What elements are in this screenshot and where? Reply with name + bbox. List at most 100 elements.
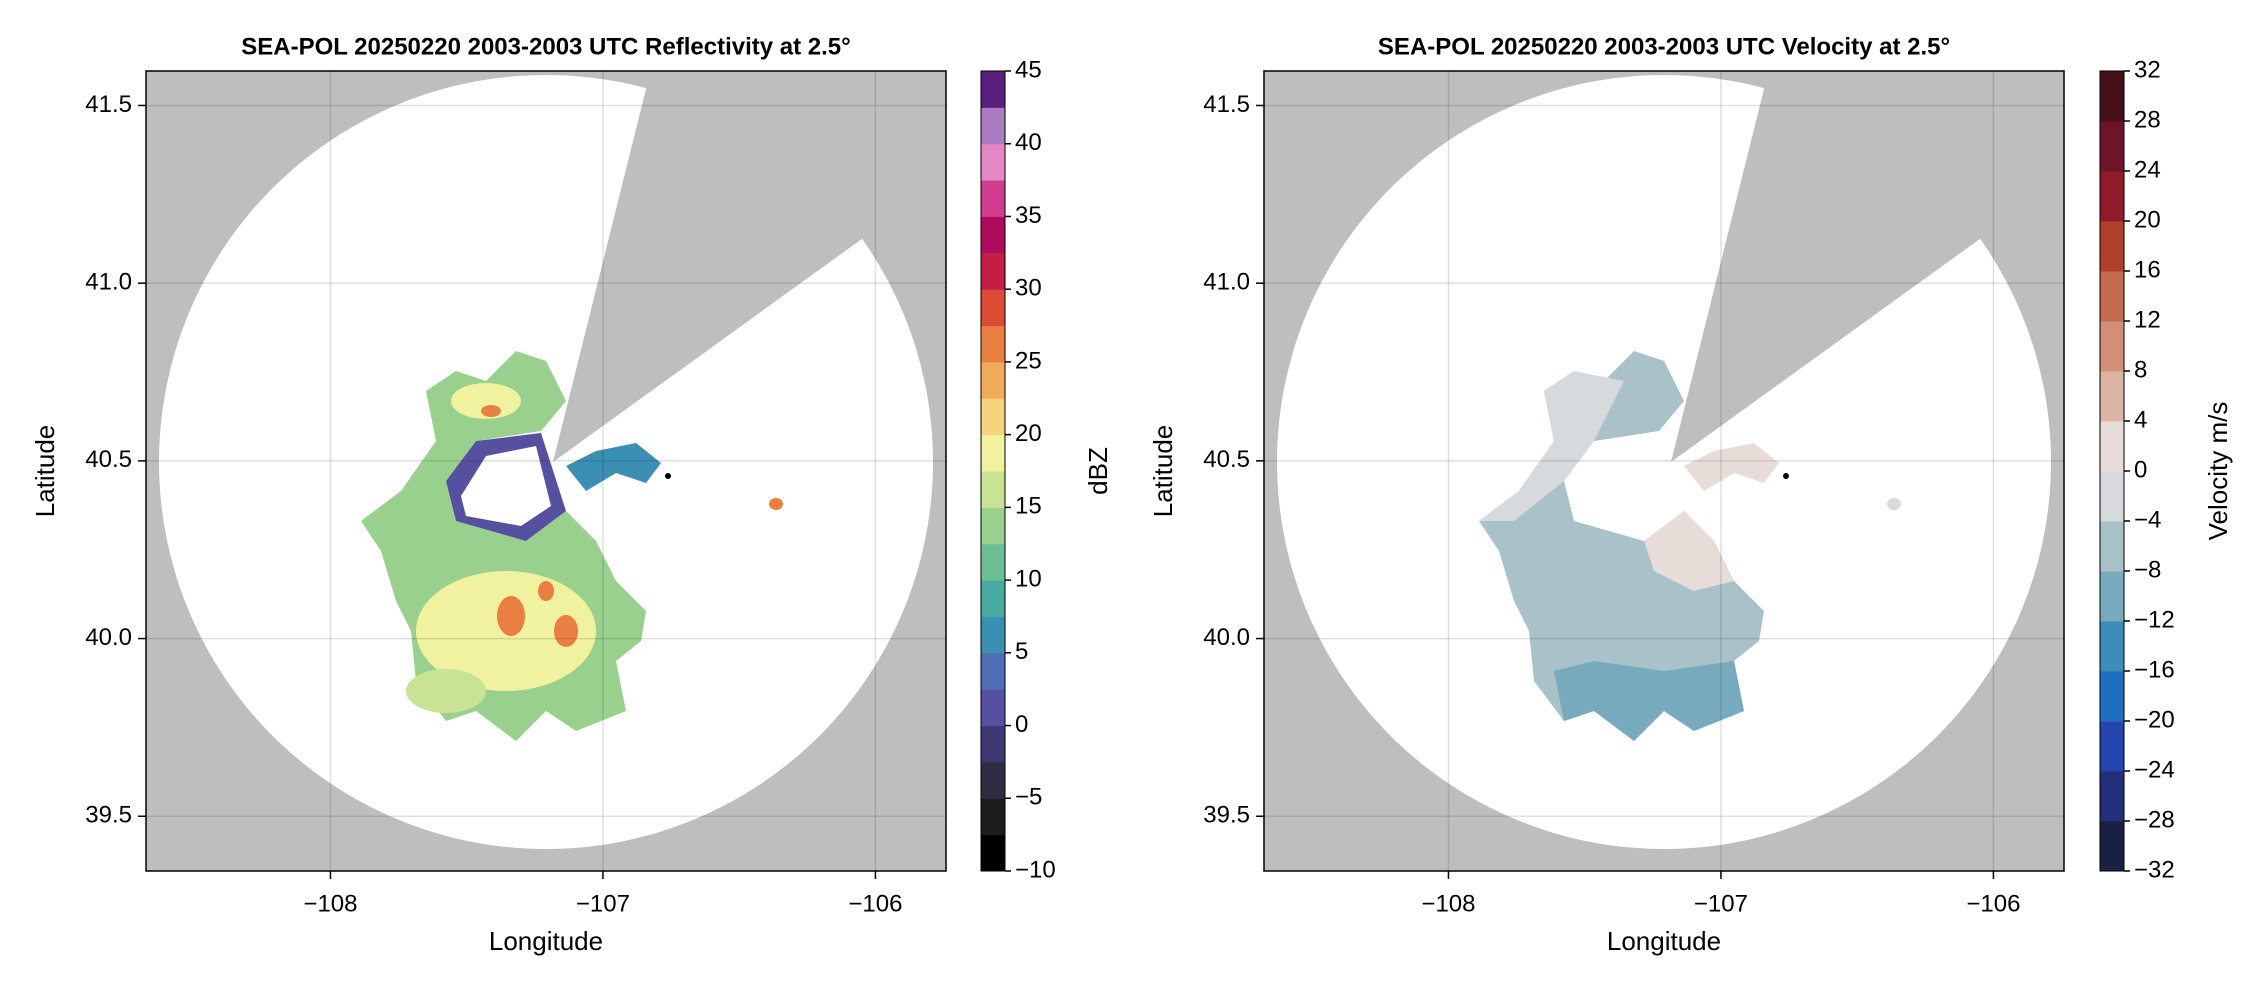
colorbar-tick-label: −8	[2134, 556, 2161, 583]
colorbar-label: dBZ	[1083, 447, 1113, 495]
y-tick-label: 39.5	[85, 802, 132, 829]
colorbar-band	[981, 216, 1005, 254]
y-tick-label: 41.5	[85, 91, 132, 118]
colorbar-tick-label: 5	[1015, 638, 1028, 665]
blocked-sector	[553, 71, 946, 462]
radar-site	[1783, 473, 1789, 479]
axes-frame	[1263, 70, 2065, 872]
colorbar-band	[981, 289, 1005, 327]
colorbar-band	[981, 798, 1005, 836]
colorbar-band	[2100, 121, 2124, 172]
colorbar-band	[2100, 171, 2124, 222]
colorbar-tick-label: −10	[1015, 856, 1056, 883]
colorbar-tick-label: 0	[2134, 456, 2147, 483]
echo	[1579, 446, 1669, 526]
colorbar-tick-label: −5	[1015, 784, 1042, 811]
colorbar-tick-label: −28	[2134, 806, 2175, 833]
colorbar-band	[981, 107, 1005, 145]
chart-title: SEA-POL 20250220 2003-2003 UTC Reflectiv…	[241, 33, 850, 60]
colorbar-tick-label: −16	[2134, 656, 2175, 683]
y-tick-label: 41.5	[1203, 91, 1250, 118]
echo	[538, 581, 554, 601]
colorbar-tick-label: 25	[1015, 347, 1042, 374]
colorbar-label: Velocity m/s	[2203, 402, 2233, 541]
y-tick-label: 40.5	[1203, 446, 1250, 473]
echo	[566, 443, 661, 491]
colorbar-tick-label: 35	[1015, 202, 1042, 229]
colorbar-band	[2100, 371, 2124, 422]
echo	[481, 405, 501, 417]
blocked-sector	[1671, 71, 2064, 462]
y-axis-label: Latitude	[1148, 425, 1178, 518]
colorbar-tick-label: −4	[2134, 506, 2161, 533]
colorbar-tick-label: 16	[2134, 256, 2161, 283]
echo	[769, 498, 783, 510]
colorbar-band	[981, 471, 1005, 508]
y-tick-label: 40.0	[85, 624, 132, 651]
colorbar-band	[981, 834, 1005, 872]
colorbar-band	[2100, 221, 2124, 272]
x-tick-label: −106	[848, 890, 902, 917]
echo	[1554, 661, 1744, 741]
colorbar-tick-label: 32	[2134, 56, 2161, 83]
chart-title: SEA-POL 20250220 2003-2003 UTC Velocity …	[1378, 33, 1950, 60]
colorbar-band	[981, 543, 1005, 581]
x-tick-label: −108	[1421, 890, 1475, 917]
colorbar-tick-label: 8	[2134, 356, 2147, 383]
x-tick-label: −108	[303, 890, 357, 917]
x-axis-label: Longitude	[1607, 926, 1721, 956]
colorbar-tick-label: −12	[2134, 606, 2175, 633]
echo	[497, 596, 525, 636]
colorbar-tick-label: −24	[2134, 756, 2175, 783]
colorbar-band	[981, 616, 1005, 654]
colorbar-frame	[980, 70, 1006, 872]
colorbar-tick-label: 24	[2134, 156, 2161, 183]
colorbar-band	[2100, 721, 2124, 772]
echo	[1479, 371, 1624, 521]
colorbar-band	[981, 252, 1005, 290]
colorbar-band	[2100, 671, 2124, 722]
map-area	[146, 71, 946, 871]
colorbar-band	[2100, 521, 2124, 572]
map-area	[1264, 71, 2064, 871]
echo	[554, 615, 578, 647]
colorbar-band	[981, 71, 1005, 108]
colorbar-band	[981, 689, 1005, 727]
colorbar-tick-label: 0	[1015, 711, 1028, 738]
y-tick-label: 40.5	[85, 446, 132, 473]
colorbar-band	[981, 398, 1005, 436]
colorbar-tick-label: −32	[2134, 856, 2175, 883]
colorbar-band	[981, 325, 1005, 363]
colorbar-tick-label: 4	[2134, 406, 2147, 433]
colorbar-band	[981, 725, 1005, 763]
colorbar-tick-label: 28	[2134, 106, 2161, 133]
colorbar-tick-label: 45	[1015, 56, 1042, 83]
colorbar-band	[981, 180, 1005, 217]
echo	[1684, 443, 1779, 491]
echo-hole	[461, 446, 551, 526]
colorbar-band	[2100, 271, 2124, 322]
colorbar-band	[981, 434, 1005, 472]
colorbar-band	[981, 580, 1005, 617]
colorbar-tick-label: 30	[1015, 275, 1042, 302]
colorbar-band	[981, 761, 1005, 799]
axes-frame	[145, 70, 947, 872]
colorbar-band	[981, 143, 1005, 181]
echo	[406, 669, 486, 713]
y-tick-label: 39.5	[1203, 802, 1250, 829]
y-axis-label: Latitude	[30, 425, 60, 518]
x-tick-label: −107	[1694, 890, 1748, 917]
y-tick-label: 41.0	[1203, 269, 1250, 296]
colorbar-tick-label: 15	[1015, 493, 1042, 520]
echo	[451, 383, 521, 419]
colorbar-band	[981, 652, 1005, 690]
x-tick-label: −106	[1966, 890, 2020, 917]
radar-site	[665, 473, 671, 479]
echo	[1644, 511, 1734, 591]
y-tick-label: 41.0	[85, 269, 132, 296]
colorbar-tick-label: 40	[1015, 129, 1042, 156]
colorbar-band	[2100, 621, 2124, 672]
colorbar-tick-label: 20	[1015, 420, 1042, 447]
x-tick-label: −107	[576, 890, 630, 917]
